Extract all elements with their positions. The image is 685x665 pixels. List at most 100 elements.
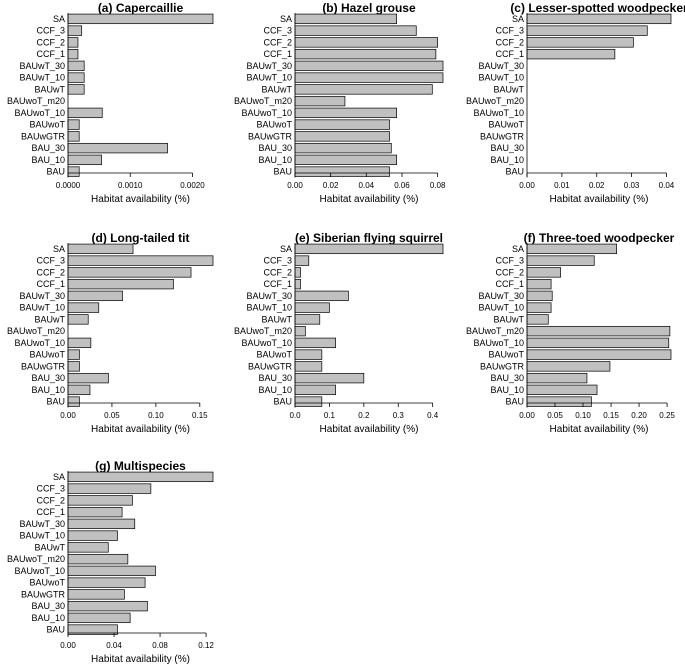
x-tick-label: 0.00 <box>519 411 535 420</box>
category-label: BAUwT_10 <box>19 303 65 313</box>
x-tick-label: 0.25 <box>659 411 675 420</box>
x-axis-title: Habitat availability (%) <box>550 424 649 435</box>
bar-BAUwoT <box>526 349 672 360</box>
bar-CCF_3 <box>294 255 310 266</box>
bar-SA <box>294 243 444 255</box>
bar-BAUwT_30 <box>67 518 136 530</box>
bar-BAUwT <box>294 314 321 325</box>
bar-BAUwGTR <box>67 589 125 600</box>
category-label: CCF_2 <box>36 267 65 277</box>
category-label: CCF_1 <box>495 49 524 59</box>
category-label: CCF_1 <box>36 49 65 59</box>
x-tick-label: 0.10 <box>148 411 164 420</box>
category-label: BAUwoT_m20 <box>234 96 292 106</box>
category-label: CCF_1 <box>495 279 524 289</box>
x-tick-label: 0.02 <box>323 181 339 190</box>
bar-BAUwT <box>67 314 89 325</box>
bar-BAUwoT_m20 <box>526 325 671 337</box>
category-label: BAU <box>46 167 65 177</box>
x-tick-label: 0.05 <box>547 411 563 420</box>
bar-BAU <box>526 396 592 407</box>
category-label: SA <box>53 14 65 24</box>
category-label: CCF_3 <box>36 484 65 494</box>
category-label: BAUwoT <box>29 350 65 360</box>
category-label: BAUwoT_10 <box>473 108 524 118</box>
bar-CCF_2 <box>67 37 79 48</box>
category-label: BAUwT <box>34 314 65 324</box>
x-tick-label: 0.05 <box>104 411 120 420</box>
bar-BAUwoT_10 <box>526 337 670 349</box>
bar-BAU_30 <box>294 372 365 384</box>
bar-SA <box>67 13 214 25</box>
bar-BAUwT_10 <box>294 302 330 313</box>
x-tick-label: 0.04 <box>106 641 122 650</box>
category-label: CCF_2 <box>495 267 524 277</box>
bar-BAU_10 <box>67 384 91 396</box>
bar-BAUwoT_m20 <box>294 95 346 107</box>
x-axis-title: Habitat availability (%) <box>550 194 649 205</box>
category-label: BAUwT_10 <box>478 73 524 83</box>
category-label: CCF_1 <box>36 279 65 289</box>
bar-SA <box>294 13 397 25</box>
category-label: BAUwoT_m20 <box>466 326 524 336</box>
panel-title: (c) Lesser-spotted woodpecker <box>510 1 685 15</box>
bar-BAU_30 <box>526 372 588 384</box>
bar-CCF_3 <box>294 25 417 36</box>
category-label: BAUwoT_10 <box>241 108 292 118</box>
bar-BAUwT_10 <box>67 302 100 313</box>
category-label: SA <box>53 472 65 482</box>
x-tick-label: 0.06 <box>394 181 410 190</box>
bar-CCF_2 <box>526 267 561 278</box>
category-label: BAUwT <box>34 84 65 94</box>
bar-BAUwT <box>526 314 549 325</box>
bar-BAU <box>294 166 390 177</box>
bar-CCF_1 <box>67 506 123 518</box>
x-tick-label: 0.00 <box>60 641 76 650</box>
panel-title: (f) Three-toed woodpecker <box>524 231 675 245</box>
category-label: BAUwT_10 <box>478 303 524 313</box>
category-label: BAUwT_30 <box>246 61 292 71</box>
category-label: CCF_2 <box>36 495 65 505</box>
bar-BAU <box>67 166 80 177</box>
bar-BAUwoT_10 <box>67 565 156 577</box>
bar-BAU <box>67 396 80 407</box>
category-label: CCF_2 <box>263 37 292 47</box>
category-label: CCF_2 <box>36 37 65 47</box>
category-label: BAUwT <box>493 84 524 94</box>
category-label: BAUwoT_m20 <box>7 326 65 336</box>
bar-BAUwT <box>294 84 433 95</box>
bar-BAU_30 <box>67 142 168 154</box>
category-label: BAU_10 <box>31 385 65 395</box>
x-tick-label: 0.04 <box>359 181 375 190</box>
category-label: SA <box>280 244 292 254</box>
category-label: BAUwoT <box>29 120 65 130</box>
x-axis-title: Habitat availability (%) <box>91 424 190 435</box>
panel-c: (c) Lesser-spotted woodpeckerSACCF_3CCF_… <box>466 1 685 205</box>
bar-BAUwoT_m20 <box>294 325 306 337</box>
bar-BAU_10 <box>294 384 336 396</box>
bar-BAUwGTR <box>294 131 390 142</box>
x-tick-label: 0.04 <box>659 181 675 190</box>
bar-BAUwoT <box>67 577 146 588</box>
bar-CCF_3 <box>526 25 648 36</box>
bar-BAUwoT <box>67 349 80 360</box>
category-label: BAU_10 <box>258 155 292 165</box>
bar-CCF_3 <box>67 25 83 36</box>
bar-SA <box>67 243 134 255</box>
x-tick-label: 0.4 <box>427 411 439 420</box>
bar-SA <box>526 243 617 255</box>
category-label: BAUwoT_m20 <box>7 96 65 106</box>
bar-BAUwGTR <box>67 131 80 142</box>
bar-CCF_2 <box>526 37 634 48</box>
bar-BAU <box>294 396 323 407</box>
category-label: BAU <box>273 167 292 177</box>
x-tick-label: 0.0000 <box>56 181 81 190</box>
panel-title: (g) Multispecies <box>95 459 186 473</box>
category-label: BAU_30 <box>31 373 65 383</box>
category-label: BAUwT_30 <box>19 61 65 71</box>
bar-BAUwT_30 <box>526 290 553 302</box>
